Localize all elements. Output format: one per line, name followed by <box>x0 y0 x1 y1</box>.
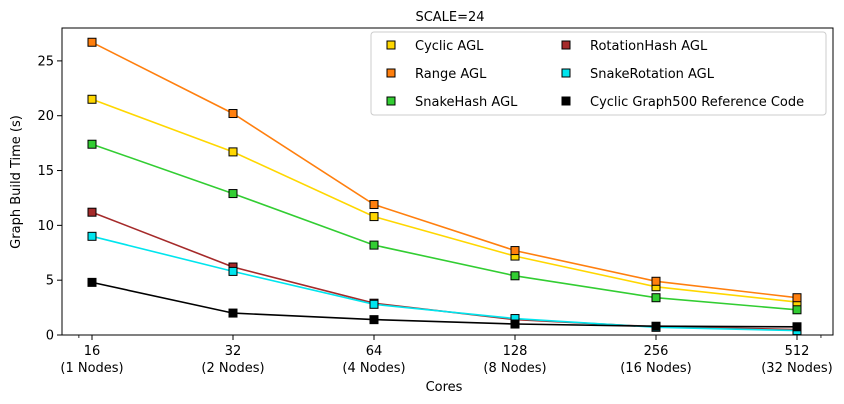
legend-label: Range AGL <box>415 67 487 82</box>
data-point <box>369 212 379 222</box>
series <box>87 277 802 332</box>
x-tick-label: 256 <box>644 344 669 359</box>
legend-marker <box>561 40 571 50</box>
legend-marker <box>386 96 396 106</box>
legend-label: Cyclic AGL <box>415 39 484 54</box>
legend: Cyclic AGL Range AGL SnakeHash AGL Rotation… <box>370 31 827 116</box>
data-point <box>369 200 379 210</box>
data-point <box>87 207 97 217</box>
data-point <box>369 299 379 309</box>
y-axis: 0 5 10 15 20 25 <box>37 54 62 344</box>
series <box>87 231 802 336</box>
y-tick-label: 10 <box>37 219 54 234</box>
data-point <box>228 147 238 157</box>
x-tick-label: 512 <box>785 344 810 359</box>
series-line <box>91 281 798 328</box>
data-point <box>510 271 520 281</box>
legend-marker <box>561 68 571 78</box>
x-tick-sublabel: (4 Nodes) <box>342 361 405 376</box>
x-tick-label: 128 <box>503 344 528 359</box>
x-tick-sublabel: (8 Nodes) <box>483 361 546 376</box>
legend-item: Cyclic Graph500 Reference Code <box>561 95 804 110</box>
data-point <box>510 319 520 329</box>
y-tick-label: 25 <box>37 54 54 69</box>
x-tick-sublabel: (2 Nodes) <box>201 361 264 376</box>
data-point <box>651 276 661 286</box>
legend-item: SnakeHash AGL <box>386 95 518 110</box>
data-point <box>87 231 97 241</box>
y-tick-label: 5 <box>46 274 54 289</box>
data-point <box>87 94 97 104</box>
series-line <box>91 235 798 332</box>
x-axis: 16 (1 Nodes) 32 (2 Nodes) 64 (4 Nodes) 128 (8 N… <box>60 335 833 376</box>
x-axis-title: Cores <box>426 380 463 395</box>
y-axis-title: Graph Build Time (s) <box>9 115 24 249</box>
series-layer <box>87 37 802 336</box>
data-point <box>792 305 802 315</box>
plot-frame <box>61 27 834 336</box>
x-tick-label: 32 <box>225 344 242 359</box>
data-point <box>87 139 97 149</box>
legend-marker <box>386 68 396 78</box>
series <box>87 37 802 303</box>
x-tick-label: 64 <box>366 344 383 359</box>
y-tick-label: 0 <box>46 329 54 344</box>
data-point <box>792 322 802 332</box>
chart-title: SCALE=24 <box>415 10 484 25</box>
data-point <box>369 315 379 325</box>
data-point <box>651 293 661 303</box>
y-tick-label: 15 <box>37 164 54 179</box>
x-tick-label: 16 <box>84 344 101 359</box>
data-point <box>87 277 97 287</box>
data-point <box>510 246 520 256</box>
legend-marker <box>386 40 396 50</box>
data-point <box>228 266 238 276</box>
legend-marker <box>561 96 571 106</box>
legend-item: Cyclic AGL <box>386 39 484 54</box>
data-point <box>228 308 238 318</box>
y-tick-label: 20 <box>37 109 54 124</box>
legend-item: RotationHash AGL <box>561 39 708 54</box>
data-point <box>651 321 661 331</box>
x-tick-sublabel: (32 Nodes) <box>761 361 833 376</box>
legend-label: Cyclic Graph500 Reference Code <box>590 95 804 110</box>
legend-box <box>370 31 827 116</box>
data-point <box>228 189 238 199</box>
data-point <box>369 240 379 250</box>
x-tick-sublabel: (16 Nodes) <box>620 361 692 376</box>
series-line <box>91 41 798 299</box>
data-point <box>228 109 238 119</box>
series <box>87 94 802 307</box>
legend-label: SnakeHash AGL <box>415 95 518 110</box>
legend-item: SnakeRotation AGL <box>561 67 715 82</box>
series <box>87 139 802 315</box>
series-line <box>91 98 798 303</box>
legend-label: RotationHash AGL <box>590 39 708 54</box>
data-point <box>87 37 97 47</box>
legend-item: Range AGL <box>386 67 487 82</box>
series-line <box>91 143 798 311</box>
x-tick-sublabel: (1 Nodes) <box>60 361 123 376</box>
data-point <box>792 293 802 303</box>
legend-label: SnakeRotation AGL <box>590 67 715 82</box>
